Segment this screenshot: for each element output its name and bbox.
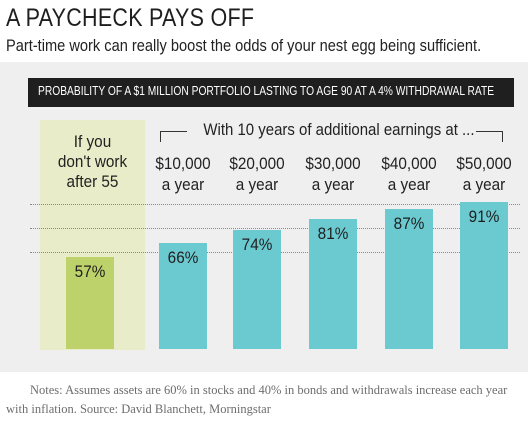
chart-subtitle: Part-time work can really boost the odds… <box>6 36 482 55</box>
bar-earnings <box>309 218 357 349</box>
bar-earnings <box>460 202 508 349</box>
bar-earnings <box>233 229 281 349</box>
category-label-line: $10,000 <box>155 154 211 173</box>
bar-value-label: 91% <box>468 207 500 227</box>
category-label-line: $50,000 <box>456 154 512 173</box>
chart-band-title: PROBABILITY OF A $1 MILLION PORTFOLIO LA… <box>38 84 495 98</box>
category-label-line: $30,000 <box>305 154 361 173</box>
baseline-label-line: If you <box>73 132 112 151</box>
gridline <box>30 228 520 230</box>
baseline-label-line: don't work <box>57 152 128 171</box>
bar-value-label: 87% <box>393 213 425 233</box>
bar-value-label: 81% <box>317 223 349 243</box>
bar-value-label: 66% <box>167 247 199 267</box>
bar-earnings <box>159 242 207 349</box>
bar-baseline <box>66 257 114 349</box>
chart-header-band <box>28 78 514 107</box>
baseline-label-line: after 55 <box>66 172 119 191</box>
group-bracket-right <box>476 131 503 142</box>
bar-value-label: 74% <box>241 234 273 254</box>
category-label-line: $20,000 <box>229 154 285 173</box>
category-label-line: a year <box>161 175 205 194</box>
category-label: $20,000 a year <box>221 153 293 195</box>
category-label-line: a year <box>462 175 506 194</box>
category-label: $30,000 a year <box>297 153 369 195</box>
category-label-line: a year <box>387 175 431 194</box>
chart-title: A PAYCHECK PAYS OFF <box>6 4 255 32</box>
group-label: With 10 years of additional earnings at … <box>203 120 475 139</box>
category-label: $40,000 a year <box>373 153 445 195</box>
bar-value-label: 57% <box>74 262 106 282</box>
category-label: $50,000 a year <box>448 153 520 195</box>
category-label-line: a year <box>311 175 355 194</box>
bar-earnings <box>385 208 433 349</box>
baseline-category-label: If you don't work after 55 <box>45 132 140 192</box>
group-bracket-left <box>160 131 187 142</box>
category-label: $10,000 a year <box>147 153 219 195</box>
category-label-line: $40,000 <box>381 154 437 173</box>
chart-notes: Notes: Assumes assets are 60% in stocks … <box>6 383 508 416</box>
category-label-line: a year <box>235 175 279 194</box>
gridline <box>30 204 520 206</box>
